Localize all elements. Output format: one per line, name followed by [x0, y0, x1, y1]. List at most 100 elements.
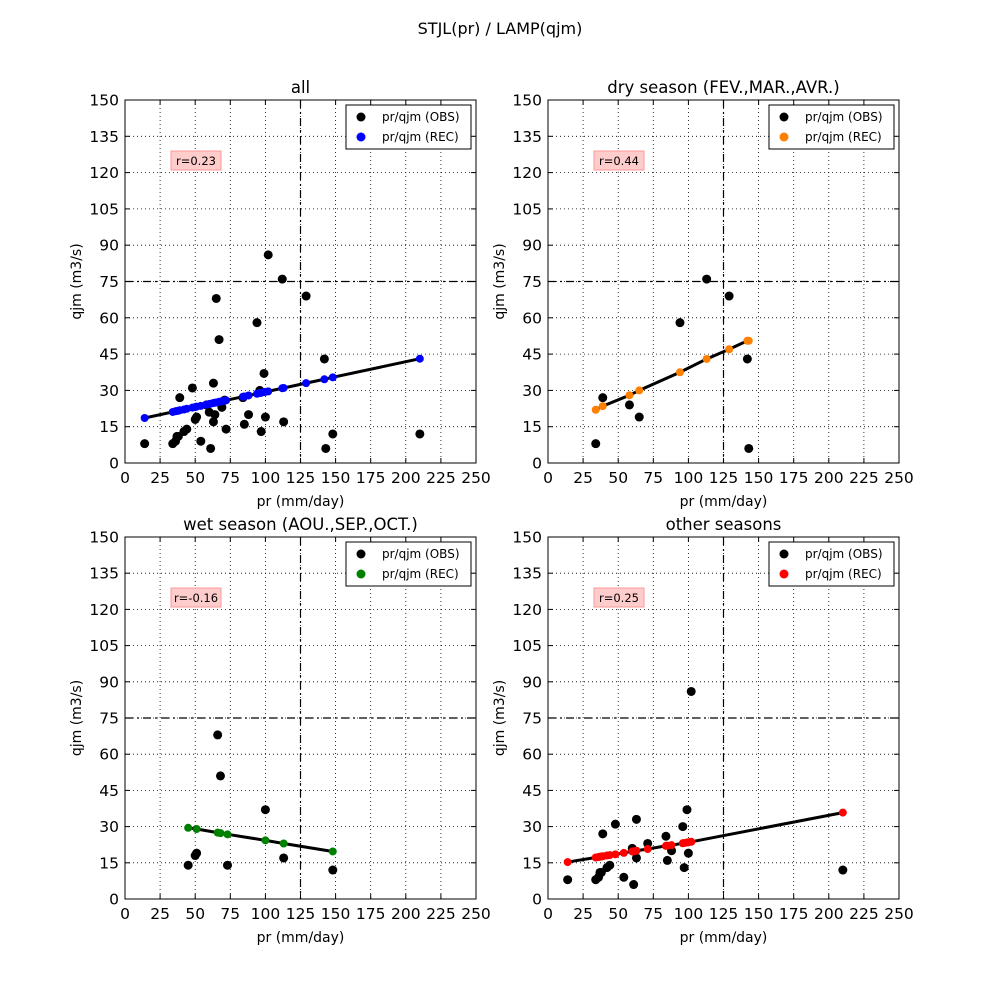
legend-marker: [779, 549, 789, 559]
obs-point: [619, 872, 629, 882]
rec-point: [328, 847, 337, 856]
correlation-label: r=0.44: [599, 154, 639, 168]
panels: 0 25 50 75 100 125 150 175 200 225 250015304560759…: [69, 78, 914, 946]
x-tick-label: 175: [356, 469, 386, 487]
obs-point: [211, 293, 221, 303]
x-tick-label: 250: [461, 905, 491, 923]
obs-point: [263, 250, 273, 260]
y-tick-label: 120: [512, 164, 542, 182]
obs-point: [591, 439, 601, 449]
rec-point: [744, 336, 753, 345]
obs-point: [140, 439, 150, 449]
obs-point: [252, 318, 262, 328]
rec-point: [415, 354, 424, 363]
legend-box: [345, 104, 472, 150]
x-tick-label: 0: [543, 469, 553, 487]
legend-box: [768, 104, 895, 150]
x-tick-label: 175: [779, 905, 809, 923]
correlation-box: [593, 587, 645, 608]
obs-point: [678, 822, 688, 832]
x-tick-label: 125: [709, 905, 739, 923]
y-tick-label: 120: [512, 601, 542, 619]
x-tick-label: 75: [643, 905, 663, 923]
y-tick-label: 15: [99, 418, 119, 436]
rec-point: [619, 848, 628, 857]
rec-point: [320, 375, 329, 384]
y-tick-label: 0: [532, 891, 542, 909]
legend-marker: [779, 112, 789, 122]
obs-point: [631, 853, 641, 863]
x-tick-label: 200: [391, 469, 421, 487]
obs-point: [175, 393, 185, 403]
rec-point: [222, 396, 231, 405]
y-tick-label: 90: [522, 673, 542, 691]
obs-point: [215, 771, 225, 781]
correlation-label: r=0.25: [599, 591, 639, 605]
x-tick-label: 50: [608, 905, 628, 923]
y-tick-label: 120: [89, 601, 119, 619]
obs-point: [259, 368, 269, 378]
x-tick-label: 175: [356, 905, 386, 923]
x-tick-label: 25: [573, 905, 593, 923]
chart-panel: 0 25 50 75 100 125 150 175 200 225 250 0 15 30 45 60 75 9…: [492, 515, 914, 946]
y-tick-label: 90: [99, 673, 119, 691]
obs-point: [206, 443, 216, 453]
x-axis-label: pr (mm/day): [680, 494, 768, 510]
rec-point: [675, 368, 684, 377]
rec-point: [702, 354, 711, 363]
correlation-box: [170, 150, 222, 171]
rec-point: [140, 413, 149, 422]
x-tick-label: 200: [814, 905, 844, 923]
x-tick-label: 25: [150, 905, 170, 923]
obs-point: [598, 829, 608, 839]
obs-point: [686, 686, 696, 696]
rec-point: [598, 402, 607, 411]
obs-point: [213, 730, 223, 740]
y-tick-label: 135: [89, 128, 119, 146]
obs-point: [415, 429, 425, 439]
y-tick-label: 135: [89, 565, 119, 583]
obs-point: [629, 880, 639, 890]
x-tick-label: 150: [321, 469, 351, 487]
x-tick-label: 225: [849, 469, 879, 487]
x-tick-label: 175: [779, 469, 809, 487]
y-tick-label: 120: [89, 164, 119, 182]
legend-label: pr/qjm (REC): [382, 567, 459, 581]
obs-point: [662, 855, 672, 865]
y-tick-label: 75: [99, 710, 119, 728]
x-tick-label: 225: [849, 905, 879, 923]
y-tick-label: 105: [89, 200, 119, 218]
obs-point: [279, 853, 289, 863]
obs-point: [192, 412, 202, 422]
obs-point: [838, 865, 848, 875]
obs-point: [675, 318, 685, 328]
x-tick-label: 225: [426, 905, 456, 923]
y-tick-label: 15: [522, 418, 542, 436]
x-tick-label: 0: [120, 469, 130, 487]
rec-point: [328, 373, 337, 382]
x-tick-label: 75: [643, 469, 663, 487]
obs-point: [222, 860, 232, 870]
y-axis-label: qjm (m3/s): [492, 680, 508, 756]
rec-point: [838, 808, 847, 817]
rec-point: [632, 846, 641, 855]
x-tick-label: 50: [185, 905, 205, 923]
y-tick-label: 150: [89, 92, 119, 110]
obs-point: [744, 443, 754, 453]
obs-point: [319, 354, 329, 364]
chart-title: dry season (FEV.,MAR.,AVR.): [607, 78, 840, 97]
obs-point: [724, 291, 734, 301]
y-tick-label: 45: [522, 782, 542, 800]
rec-point: [563, 858, 572, 867]
obs-point: [679, 863, 689, 873]
y-tick-label: 75: [99, 273, 119, 291]
obs-point: [260, 805, 270, 815]
obs-point: [742, 354, 752, 364]
obs-point: [208, 417, 218, 427]
obs-point: [321, 443, 331, 453]
x-tick-label: 150: [321, 905, 351, 923]
obs-point: [624, 400, 634, 410]
correlation-label: r=0.23: [176, 154, 216, 168]
y-tick-label: 45: [522, 346, 542, 364]
